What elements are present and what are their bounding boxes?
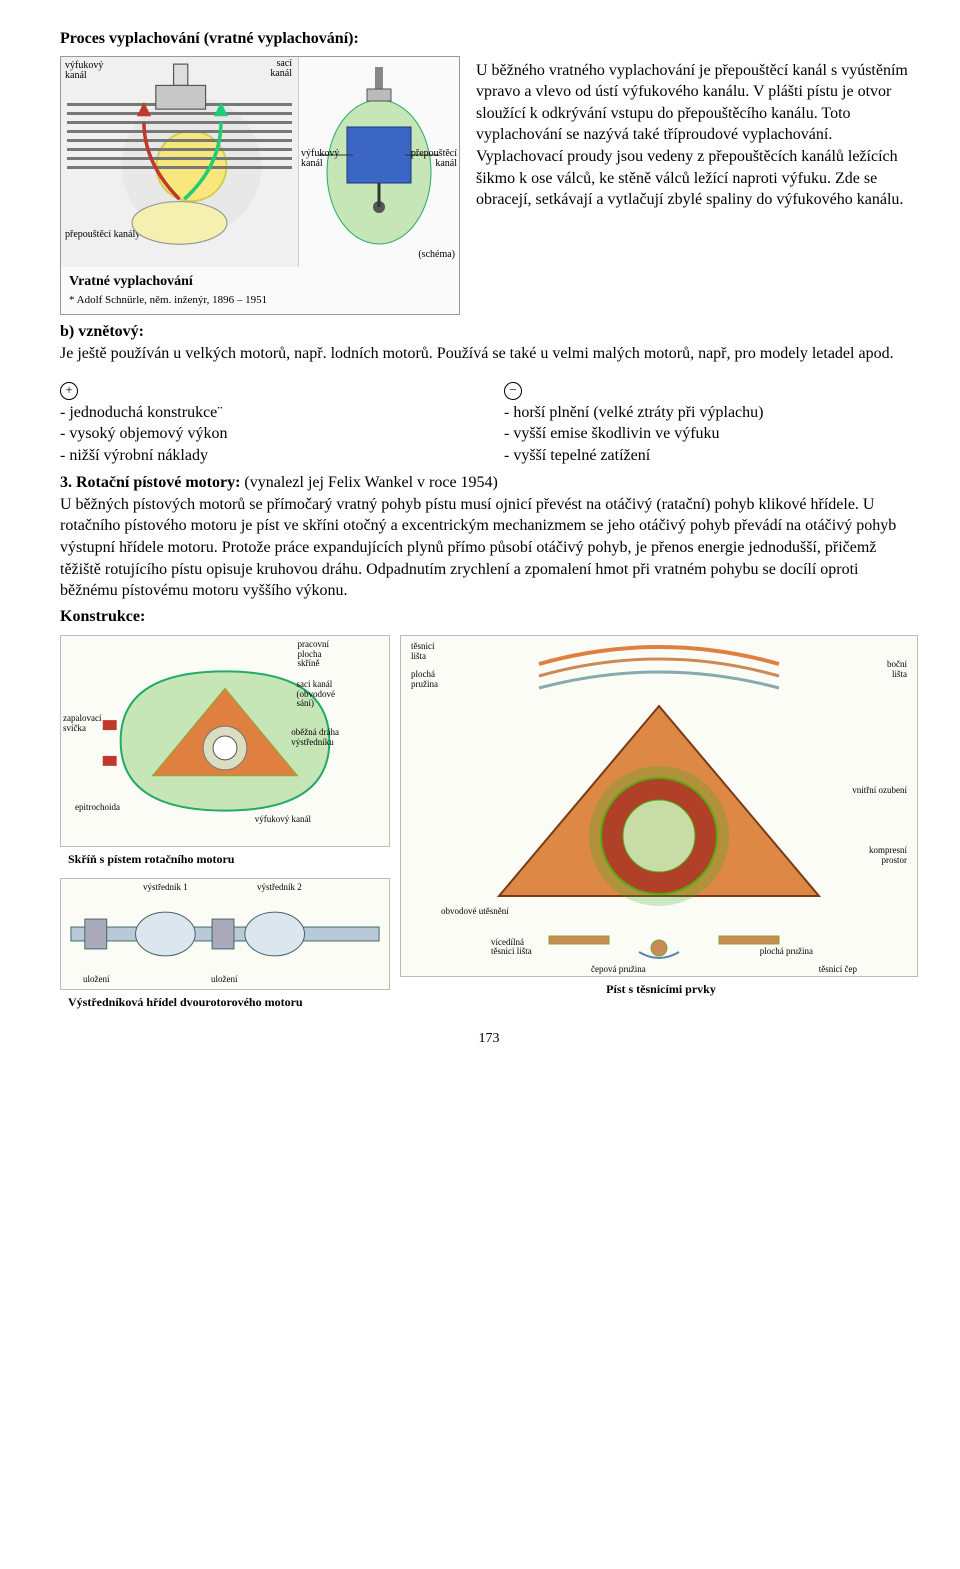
label-obvodove-utesneni: obvodové utěsnění (441, 907, 509, 916)
pros-cons-row: + - jednoduchá konstrukce¨ - vysoký obje… (60, 379, 918, 467)
figure-vratne-vyplachovani: výfukovýkanál sacíkanál přepouštěcí kaná… (60, 56, 460, 316)
section3-inline: (vynalezl jej Felix Wankel v roce 1954) (240, 474, 497, 491)
label-epitrochoida: epitrochoida (75, 803, 120, 812)
label-zapalovaci-svicka: zapalovacísvíčka (63, 714, 101, 733)
figure-caption: Vratné vyplachování (61, 267, 459, 294)
engine-schema-illustration: výfukovýkanál přepouštěcíkanál (schéma) (299, 57, 459, 267)
pro-item: - vysoký objemový výkon (60, 425, 228, 442)
page-title: Proces vyplachování (vratné vyplachování… (60, 28, 918, 50)
con-item: - horší plnění (velké ztráty při výplach… (504, 404, 763, 421)
label-ulozeni-1: uložení (83, 975, 110, 984)
figure-footnote: * Adolf Schnürle, něm. inženýr, 1896 – 1… (61, 293, 459, 314)
label-vyfukovy-kanal-rotor: výfukový kanál (255, 815, 311, 824)
pro-item: - jednoduchá konstrukce¨ (60, 404, 223, 421)
figure-piston-seals: těsnicílišta plochápružina bočnílišta vn… (400, 635, 918, 977)
section3-heading: 3. Rotační pístové motory: (60, 474, 240, 491)
page-number: 173 (60, 1030, 918, 1049)
figure-shaft: výstředník 1 výstředník 2 uložení uložen… (60, 878, 390, 990)
minus-icon: − (504, 382, 522, 400)
cons-column: − - horší plnění (velké ztráty při výpla… (504, 379, 918, 467)
label-obezna-draha: oběžná dráhavýstředníku (291, 728, 339, 747)
figure-rotor-housing: zapalovacísvíčka epitrochoida pracovnípl… (60, 635, 390, 847)
label-vnitrni-ozubeni: vnitřní ozubení (852, 786, 907, 795)
label-cepova-pruzina: čepová pružina (591, 965, 646, 974)
label-prepousteci-kanaly: přepouštěcí kanály (65, 230, 140, 241)
pro-item: - nižší výrobní náklady (60, 447, 208, 464)
engine-cutaway-illustration: výfukovýkanál sacíkanál přepouštěcí kaná… (61, 57, 299, 267)
bottom-figures: zapalovacísvíčka epitrochoida pracovnípl… (60, 635, 918, 1011)
con-item: - vyšší emise škodlivin ve výfuku (504, 425, 720, 442)
intro-paragraph: U běžného vratného vyplachování je přepo… (476, 60, 918, 211)
pros-column: + - jednoduchá konstrukce¨ - vysoký obje… (60, 379, 474, 467)
label-saci-kanal-rotor: sací kanál(obvodovésání) (297, 680, 336, 708)
label-kompresni-prostor: kompresníprostor (869, 846, 907, 865)
top-row: výfukovýkanál sacíkanál přepouštěcí kaná… (60, 56, 918, 316)
label-vicedilna: vícedílnátěsnicí lišta (491, 938, 532, 957)
label-prepousteci-kanal: přepouštěcíkanál (411, 149, 457, 170)
figure-piston-caption: Píst s těsnicími prvky (400, 977, 918, 999)
plus-icon: + (60, 382, 78, 400)
section3-body: U běžných pístových motorů se přímočarý … (60, 496, 896, 599)
label-vyfukovy-kanal: výfukovýkanál (65, 61, 103, 82)
label-pracovni-plocha: pracovníplochaskříně (298, 640, 330, 668)
figure-shaft-caption: Výstředníková hřídel dvourotorového moto… (60, 990, 390, 1012)
label-ulozeni-2: uložení (211, 975, 238, 984)
label-vystrednik1: výstředník 1 (143, 883, 188, 892)
con-item: - vyšší tepelné zatížení (504, 447, 650, 464)
konstrukce-heading: Konstrukce: (60, 606, 918, 628)
label-vyfukovy-kanal-2: výfukovýkanál (301, 149, 339, 170)
label-bocni-lista: bočnílišta (887, 660, 907, 679)
figure-rotor-caption: Skříň s pístem rotačního motoru (60, 847, 390, 869)
label-plocha-pruzina-2: plochá pružina (760, 947, 813, 956)
label-tesnici-lista: těsnicílišta (411, 642, 435, 661)
label-schema: (schéma) (418, 250, 455, 261)
subsection-b-text: Je ještě používán u velkých motorů, např… (60, 345, 894, 362)
label-plocha-pruzina: plochápružina (411, 670, 438, 689)
label-vystrednik2: výstředník 2 (257, 883, 302, 892)
label-tesnici-cep: těsnicí čep (819, 965, 857, 974)
subsection-b-heading: b) vznětový: (60, 323, 144, 340)
label-saci-kanal: sacíkanál (270, 59, 292, 80)
